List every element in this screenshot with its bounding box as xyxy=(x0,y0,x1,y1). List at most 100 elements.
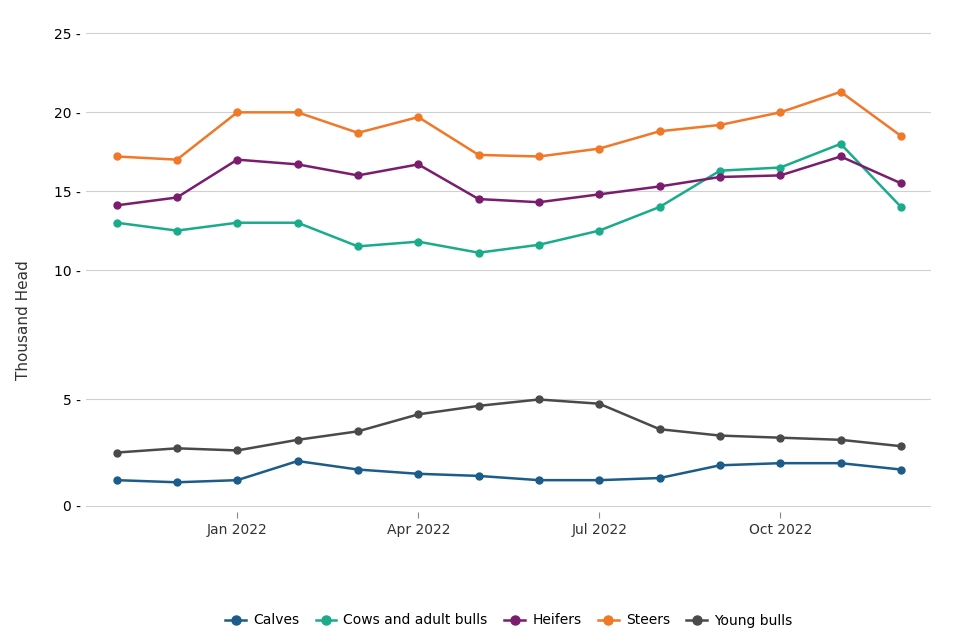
Cows and adult bulls xyxy=(171,236,182,244)
Calves xyxy=(292,457,303,465)
Steers xyxy=(110,153,122,161)
Steers xyxy=(714,121,726,129)
Steers xyxy=(896,109,907,116)
Steers xyxy=(110,137,122,145)
Young bulls xyxy=(292,375,303,383)
Calves xyxy=(714,461,726,469)
Line: Calves: Calves xyxy=(113,458,904,486)
Heifers xyxy=(714,173,726,181)
Line: Calves: Calves xyxy=(113,391,904,414)
Cows and adult bulls xyxy=(775,164,786,172)
Heifers xyxy=(593,191,605,198)
Text: Thousand Head: Thousand Head xyxy=(16,260,32,380)
Heifers xyxy=(473,195,485,203)
Cows and adult bulls xyxy=(110,219,122,227)
Calves xyxy=(473,472,485,480)
Heifers xyxy=(896,179,907,187)
Young bulls xyxy=(110,385,122,392)
Heifers xyxy=(231,156,243,163)
Calves xyxy=(292,391,303,399)
Young bulls xyxy=(533,345,544,353)
Steers xyxy=(231,109,243,116)
Steers xyxy=(352,129,364,137)
Calves xyxy=(413,400,424,408)
Young bulls xyxy=(473,350,485,358)
Steers xyxy=(896,132,907,140)
Young bulls xyxy=(413,410,424,418)
Heifers xyxy=(413,161,424,168)
Steers xyxy=(654,127,665,135)
Steers xyxy=(775,109,786,116)
Young bulls xyxy=(896,380,907,387)
Steers xyxy=(714,94,726,102)
Heifers xyxy=(654,177,665,185)
Calves xyxy=(473,402,485,410)
Calves xyxy=(835,460,847,467)
Steers xyxy=(352,105,364,113)
Steers xyxy=(835,88,847,95)
Heifers xyxy=(231,141,243,148)
Steers xyxy=(292,77,303,85)
Heifers xyxy=(714,164,726,172)
Steers xyxy=(533,137,544,145)
Calves xyxy=(593,476,605,484)
Cows and adult bulls xyxy=(533,255,544,263)
Steers xyxy=(593,145,605,152)
Cows and adult bulls xyxy=(835,140,847,148)
Heifers xyxy=(171,194,182,202)
Calves xyxy=(775,460,786,467)
Young bulls xyxy=(231,383,243,390)
Steers xyxy=(171,156,182,163)
Line: Young bulls: Young bulls xyxy=(113,346,904,392)
Legend: Calves, Cows and adult bulls, Heifers, Steers, Young bulls: Calves, Cows and adult bulls, Heifers, S… xyxy=(220,608,798,633)
Steers xyxy=(171,141,182,148)
Calves xyxy=(896,466,907,474)
Heifers xyxy=(473,194,485,202)
Heifers xyxy=(593,188,605,195)
Cows and adult bulls xyxy=(835,120,847,127)
Heifers xyxy=(533,198,544,206)
Cows and adult bulls xyxy=(593,236,605,244)
Young bulls xyxy=(835,375,847,383)
Line: Steers: Steers xyxy=(113,88,904,163)
Young bulls xyxy=(775,434,786,442)
Line: Cows and adult bulls: Cows and adult bulls xyxy=(113,120,904,273)
Steers xyxy=(835,50,847,58)
Young bulls xyxy=(654,367,665,375)
Heifers xyxy=(835,153,847,161)
Young bulls xyxy=(593,400,605,408)
Heifers xyxy=(835,137,847,145)
Cows and adult bulls xyxy=(593,227,605,234)
Line: Cows and adult bulls: Cows and adult bulls xyxy=(113,140,904,256)
Young bulls xyxy=(352,369,364,376)
Steers xyxy=(231,77,243,85)
Cows and adult bulls xyxy=(171,227,182,234)
Steers xyxy=(533,153,544,161)
Heifers xyxy=(775,162,786,170)
Heifers xyxy=(110,202,122,209)
Young bulls xyxy=(292,436,303,444)
Steers xyxy=(413,113,424,121)
Calves xyxy=(110,476,122,484)
Cows and adult bulls xyxy=(413,252,424,259)
Cows and adult bulls xyxy=(292,219,303,227)
Cows and adult bulls xyxy=(714,167,726,175)
Calves xyxy=(714,394,726,402)
Calves xyxy=(654,474,665,482)
Young bulls xyxy=(352,428,364,435)
Calves xyxy=(654,403,665,411)
Calves xyxy=(171,406,182,414)
Steers xyxy=(775,77,786,85)
Cows and adult bulls xyxy=(896,203,907,211)
Cows and adult bulls xyxy=(714,156,726,163)
Calves xyxy=(533,476,544,484)
Young bulls xyxy=(714,372,726,380)
Heifers xyxy=(775,172,786,179)
Cows and adult bulls xyxy=(413,238,424,246)
Cows and adult bulls xyxy=(654,205,665,212)
Young bulls xyxy=(413,356,424,364)
Young bulls xyxy=(775,373,786,381)
Cows and adult bulls xyxy=(231,219,243,227)
Young bulls xyxy=(714,432,726,440)
Calves xyxy=(533,405,544,413)
